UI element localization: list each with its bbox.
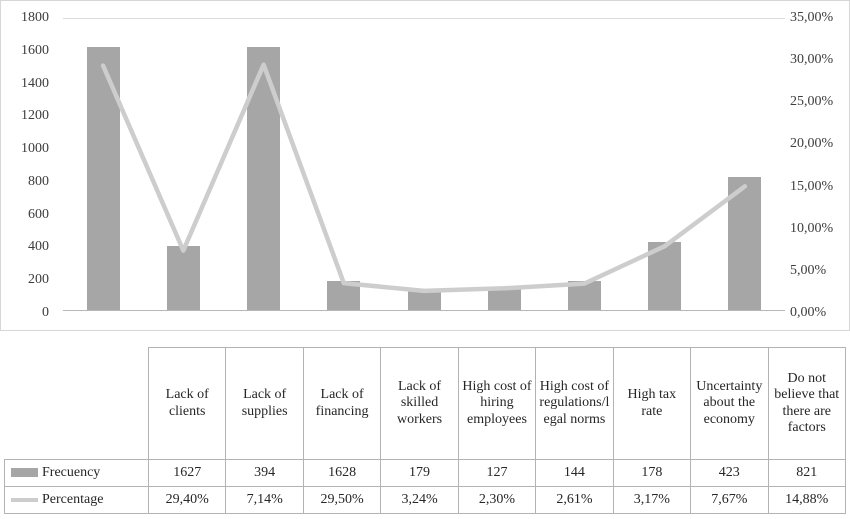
percentage-value-cell: 14,88%	[767, 486, 846, 514]
left-axis-tick: 200	[28, 272, 49, 288]
frequency-value-cell: 1628	[302, 459, 382, 487]
percentage-value-cell: 3,24%	[380, 486, 459, 514]
data-table: Lack of clients Lack of supplies Lack of f…	[4, 347, 846, 514]
category-header-cell: High tax rate	[612, 347, 692, 460]
legend-cell-frecuency: Frecuency	[4, 459, 149, 487]
left-axis-tick: 600	[28, 206, 49, 222]
frequency-value-cell: 394	[225, 459, 304, 487]
table-body: Lack of clients Lack of supplies Lack of f…	[4, 347, 846, 514]
category-header-cell: Do not believe that there are factors	[767, 347, 846, 460]
percentage-value-cell: 7,14%	[225, 486, 304, 514]
category-header-cell: High cost of hiring employees	[457, 347, 537, 460]
right-axis-tick: 0,00%	[790, 305, 827, 320]
frequency-value-cell: 821	[767, 459, 846, 487]
plot-area	[63, 18, 785, 311]
right-axis-tick: 30,00%	[790, 52, 834, 68]
category-header-cell: Lack of skilled workers	[380, 347, 459, 460]
frequency-value-cell: 127	[457, 459, 537, 487]
percentage-value-cell: 2,30%	[457, 486, 537, 514]
percentage-value-cell: 7,67%	[690, 486, 769, 514]
frequency-value-cell: 179	[380, 459, 459, 487]
frequency-bar	[166, 246, 200, 310]
category-header-cell: Lack of supplies	[225, 347, 304, 460]
frequency-value-cell: 144	[535, 459, 614, 487]
frequency-value-cell: 1627	[147, 459, 227, 487]
right-axis-tick: 10,00%	[790, 220, 834, 236]
series-label: Percentage	[42, 491, 104, 507]
percentage-line	[100, 62, 748, 294]
frequency-bar	[487, 286, 521, 310]
category-header-cell: High cost of regulations/legal norms	[535, 347, 614, 460]
percentage-line-swatch-icon	[11, 497, 38, 502]
category-header-cell: Lack of clients	[147, 347, 227, 460]
frequency-bar-swatch-icon	[11, 468, 38, 478]
legend-cell-percentage: Percentage	[4, 486, 149, 514]
frequency-bar	[407, 289, 441, 310]
right-axis-tick: 20,00%	[790, 136, 834, 152]
left-axis-tick: 400	[28, 239, 49, 255]
left-axis-tick: 1000	[21, 141, 49, 157]
percentage-value-cell: 29,50%	[302, 486, 382, 514]
frequency-value-cell: 423	[690, 459, 769, 487]
chart-area: 1800 1600 1400 1200 1000 800 600 400 200 0 35,00%…	[0, 0, 850, 331]
percentage-value-cell: 3,17%	[612, 486, 692, 514]
right-axis-tick: 25,00%	[790, 94, 834, 110]
left-axis-tick: 1400	[21, 75, 49, 91]
frequency-bar	[728, 177, 762, 310]
series-label: Frecuency	[42, 464, 101, 480]
percentage-value-cell: 2,61%	[535, 486, 614, 514]
frequency-value-cell: 178	[612, 459, 692, 487]
right-axis-tick: 35,00%	[790, 10, 834, 25]
category-header-cell: Lack of financing	[302, 347, 382, 460]
left-axis: 1800 1600 1400 1200 1000 800 600 400 200 0	[1, 11, 56, 320]
category-header-cell: Uncertainty about the economy	[690, 347, 769, 460]
table-corner-cell	[5, 348, 149, 460]
table-header-row: Lack of clients Lack of supplies Lack of f…	[5, 347, 846, 460]
left-axis-tick: 1800	[21, 10, 49, 25]
left-axis-tick: 800	[28, 173, 49, 189]
percentage-value-cell: 29,40%	[147, 486, 227, 514]
table-row: Frecuency 1627 394 1628 179 127 144 178 423 821	[4, 459, 846, 487]
right-axis-tick: 5,00%	[790, 262, 827, 278]
right-axis: 35,00% 30,00% 25,00% 20,00% 15,00% 10,00% 5,00…	[785, 11, 847, 320]
left-axis-tick: 1200	[21, 108, 49, 124]
left-axis-tick: 0	[42, 305, 49, 320]
right-axis-tick: 15,00%	[790, 178, 834, 194]
table-row: Percentage 29,40% 7,14% 29,50% 3,24% 2,30% 2,6…	[4, 486, 846, 514]
left-axis-tick: 1600	[21, 42, 49, 58]
